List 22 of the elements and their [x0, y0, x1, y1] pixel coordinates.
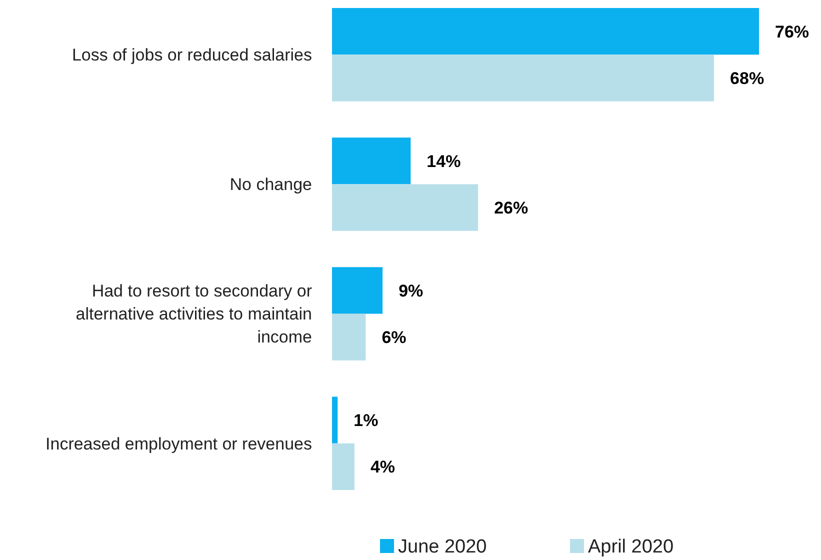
bar: [332, 443, 354, 490]
bar: [332, 138, 411, 184]
y-tick-label: Had to resort to secondary or alternative activities to maintain income: [76, 282, 312, 347]
bar: [332, 314, 366, 360]
bar: [332, 8, 759, 55]
y-tick-label: Increased employment or revenues: [46, 434, 312, 454]
data-label: 6%: [382, 328, 406, 348]
legend-label: April 2020: [588, 536, 674, 558]
legend-label: June 2020: [398, 536, 487, 558]
y-tick-label: Loss of jobs or reduced salaries: [72, 46, 312, 65]
bar: [332, 396, 338, 444]
data-label: 26%: [494, 198, 528, 218]
data-label: 4%: [370, 458, 396, 477]
data-label: 14%: [426, 152, 461, 171]
y-tick-label: No change: [230, 175, 312, 194]
bar: [332, 184, 478, 231]
data-label: 9%: [398, 281, 424, 300]
data-label: 76%: [775, 22, 810, 42]
bar: [332, 267, 383, 314]
bar: [332, 54, 714, 102]
data-label: 1%: [354, 410, 378, 430]
data-label: 68%: [730, 68, 764, 88]
